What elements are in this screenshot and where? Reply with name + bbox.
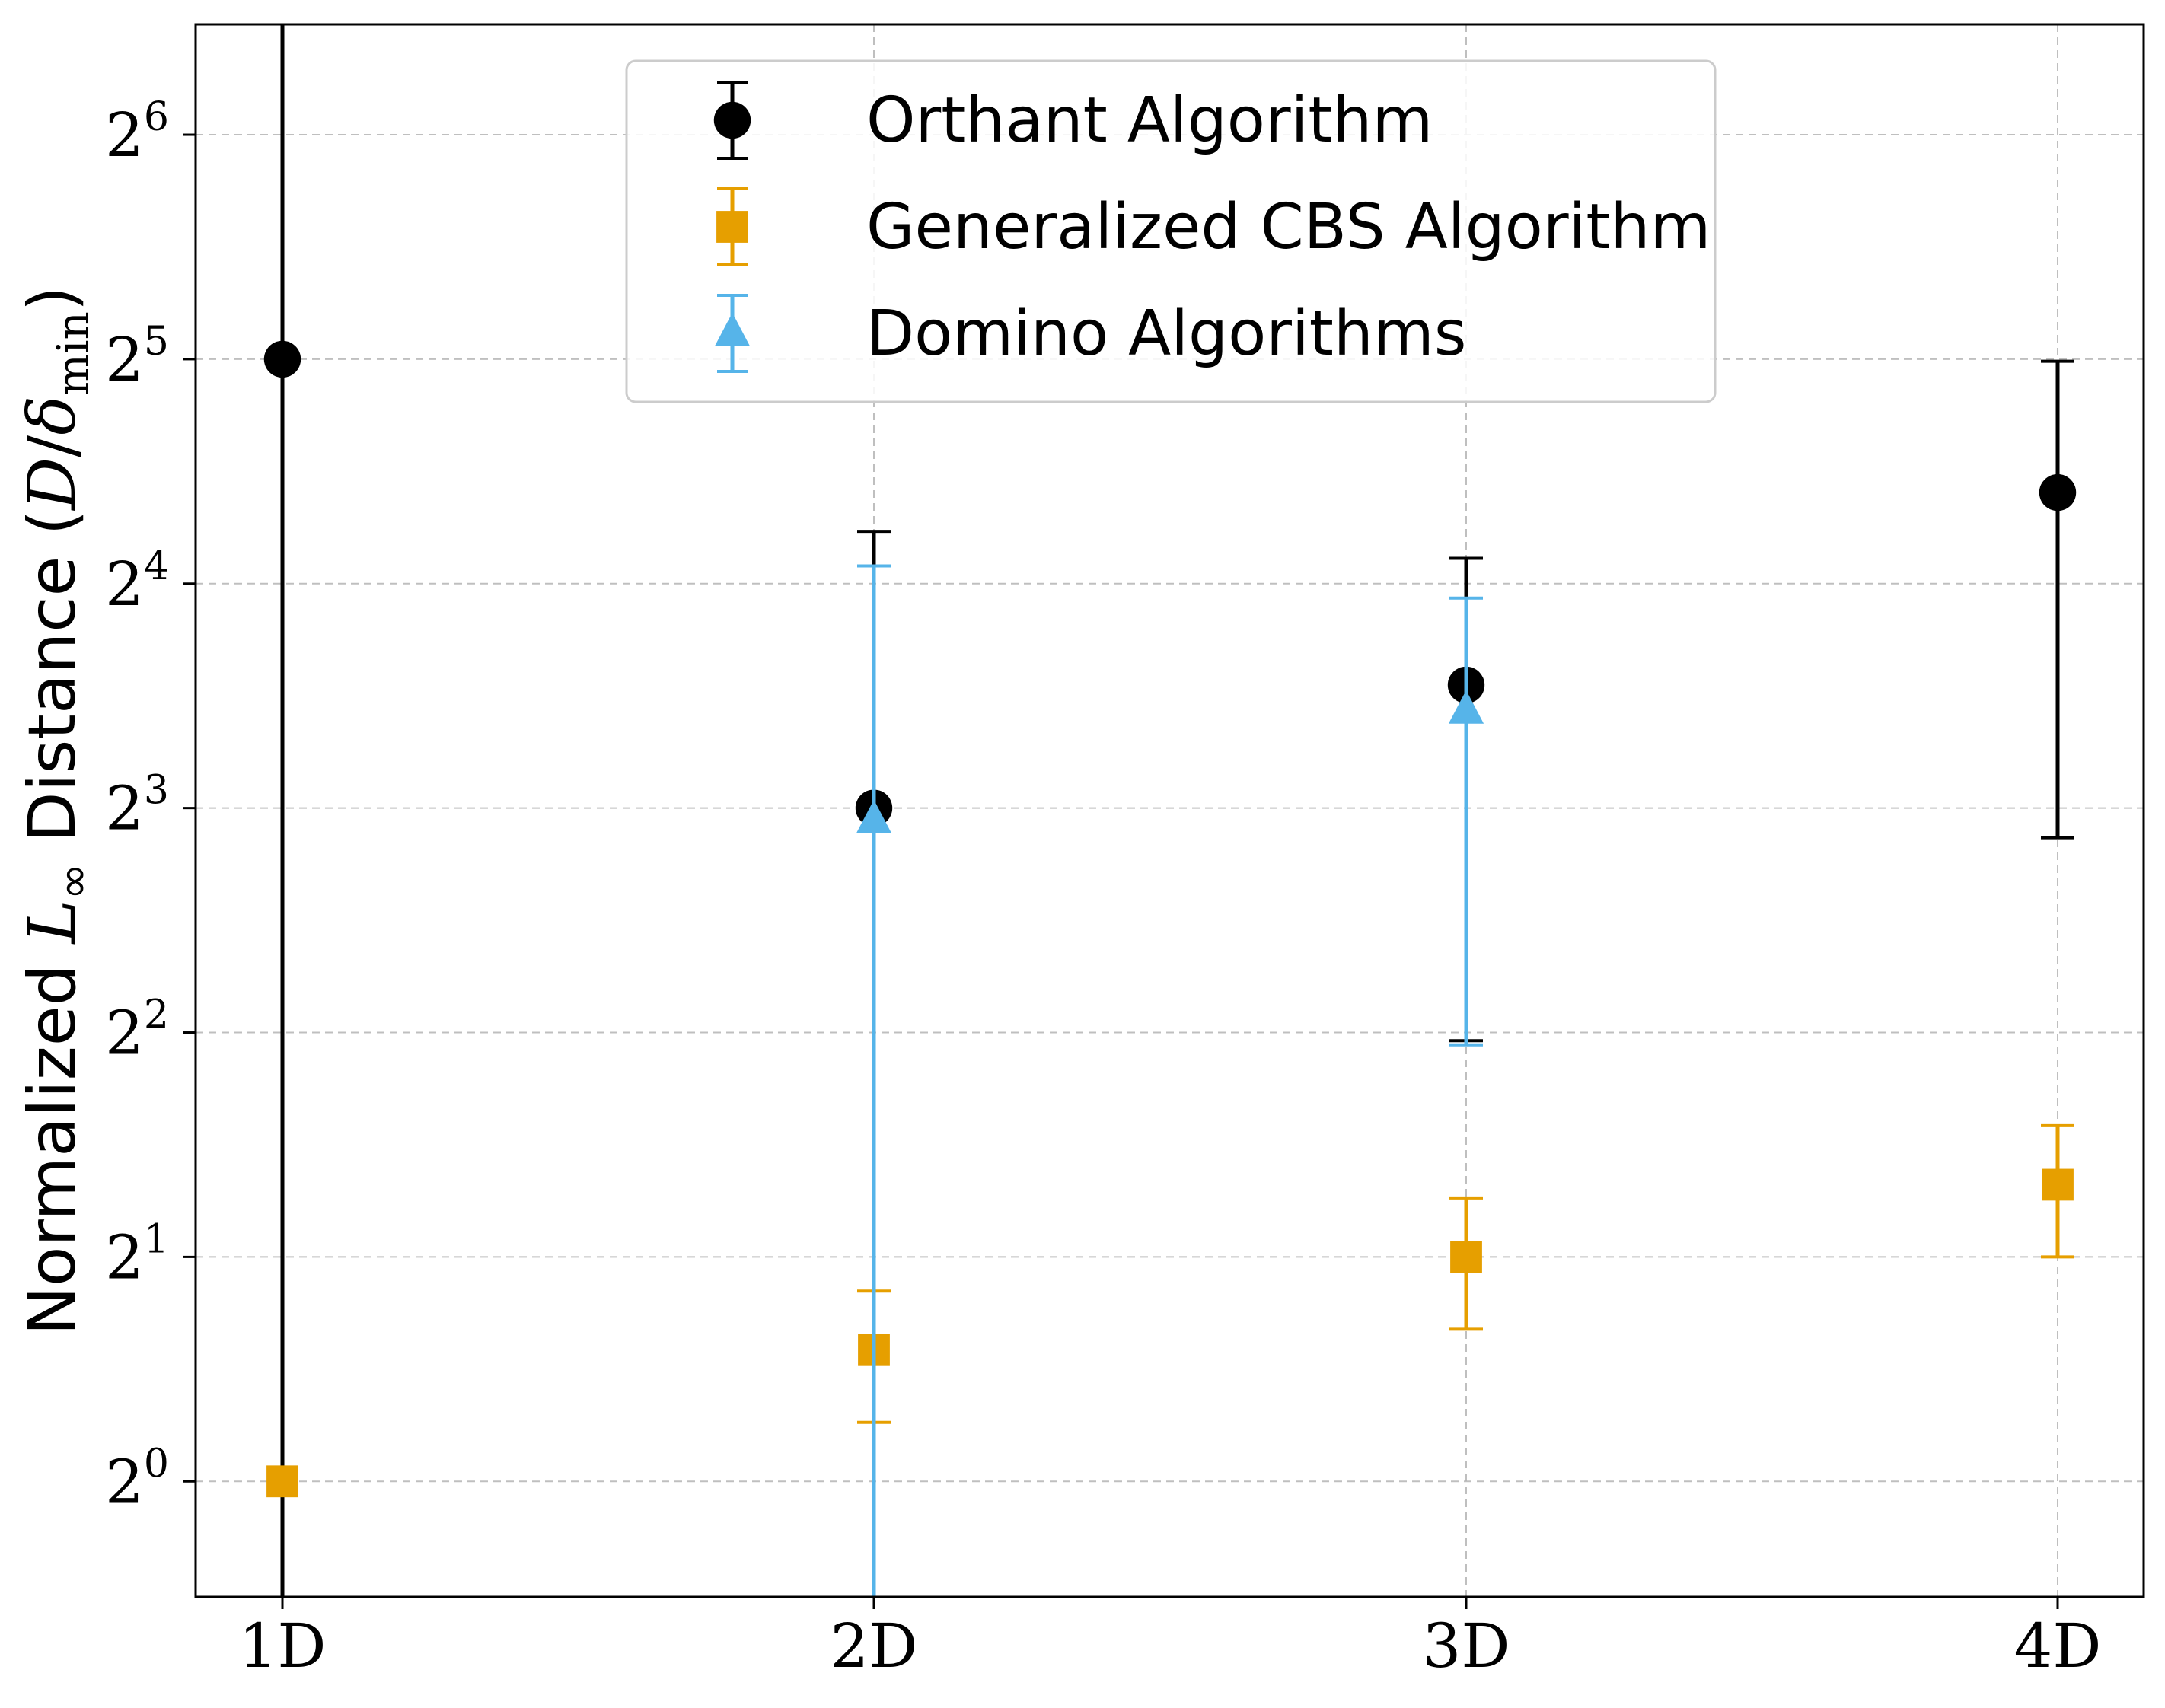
y-tick-exponent: 6 bbox=[144, 94, 169, 140]
y-tick-exponent: 5 bbox=[144, 319, 169, 365]
x-tick-label: 2D bbox=[830, 1611, 917, 1681]
legend-marker bbox=[714, 312, 751, 346]
y-tick-label: 26 bbox=[105, 94, 169, 170]
data-point bbox=[856, 799, 892, 833]
series-layer bbox=[263, 24, 2077, 1597]
y-tick-exponent: 2 bbox=[144, 993, 169, 1038]
data-point bbox=[1448, 690, 1484, 724]
legend-marker bbox=[713, 101, 751, 139]
y-tick-base: 2 bbox=[105, 100, 144, 170]
y-tick-base: 2 bbox=[105, 1222, 144, 1292]
x-tick-label: 3D bbox=[1422, 1611, 1510, 1681]
ylabel-slash: / bbox=[14, 435, 91, 457]
y-tick-label: 24 bbox=[105, 543, 169, 620]
y-tick-base: 2 bbox=[105, 773, 144, 844]
y-tick-exponent: 1 bbox=[144, 1216, 169, 1262]
ylabel-suffix: ) bbox=[14, 286, 91, 312]
y-tick-exponent: 4 bbox=[144, 543, 169, 589]
y-tick-label: 21 bbox=[105, 1216, 169, 1292]
y-tick-label: 20 bbox=[105, 1441, 169, 1517]
legend-label: Generalized CBS Algorithm bbox=[866, 191, 1711, 263]
x-tick-label: 1D bbox=[238, 1611, 326, 1681]
ylabel-middle: Distance ( bbox=[14, 510, 91, 863]
data-point bbox=[1450, 1241, 1482, 1273]
plot-frame bbox=[194, 23, 2145, 1598]
y-tick-base: 2 bbox=[105, 998, 144, 1069]
data-point bbox=[263, 340, 301, 378]
legend-label: Domino Algorithms bbox=[866, 298, 1467, 370]
y-tick-label: 25 bbox=[105, 319, 169, 395]
ylabel-delta-sub: min bbox=[47, 311, 99, 396]
series-1 bbox=[266, 1123, 2074, 1498]
ylabel-delta: δ bbox=[14, 396, 91, 435]
y-tick-base: 2 bbox=[105, 1446, 144, 1517]
data-point bbox=[2042, 1168, 2074, 1201]
y-axis-label: Normalized L∞ Distance (D/δmin) bbox=[14, 286, 99, 1336]
data-point bbox=[2039, 473, 2077, 511]
legend-box bbox=[625, 59, 1717, 403]
y-tick-exponent: 3 bbox=[144, 768, 169, 814]
ylabel-prefix: Normalized bbox=[14, 943, 91, 1335]
legend-marker bbox=[716, 211, 748, 243]
x-axis: 1D 2D 3D 4D bbox=[238, 1597, 2102, 1681]
y-tick-label: 23 bbox=[105, 768, 169, 844]
legend-label: Orthant Algorithm bbox=[866, 84, 1433, 157]
legend: Orthant Algorithm Generalized CBS Algorit… bbox=[625, 59, 1717, 403]
y-tick-base: 2 bbox=[105, 324, 144, 395]
x-tick-label: 4D bbox=[2014, 1611, 2101, 1681]
y-tick-exponent: 0 bbox=[144, 1441, 169, 1487]
ylabel-math-sub: ∞ bbox=[47, 863, 99, 900]
y-tick-label: 22 bbox=[105, 993, 169, 1069]
ylabel-math-var: L bbox=[14, 900, 91, 945]
ylabel-num: D bbox=[14, 457, 91, 511]
series-2 bbox=[856, 564, 1484, 1597]
y-tick-base: 2 bbox=[105, 549, 144, 620]
data-point bbox=[266, 1465, 298, 1498]
legend-entries: Orthant Algorithm Generalized CBS Algorit… bbox=[713, 81, 1711, 373]
